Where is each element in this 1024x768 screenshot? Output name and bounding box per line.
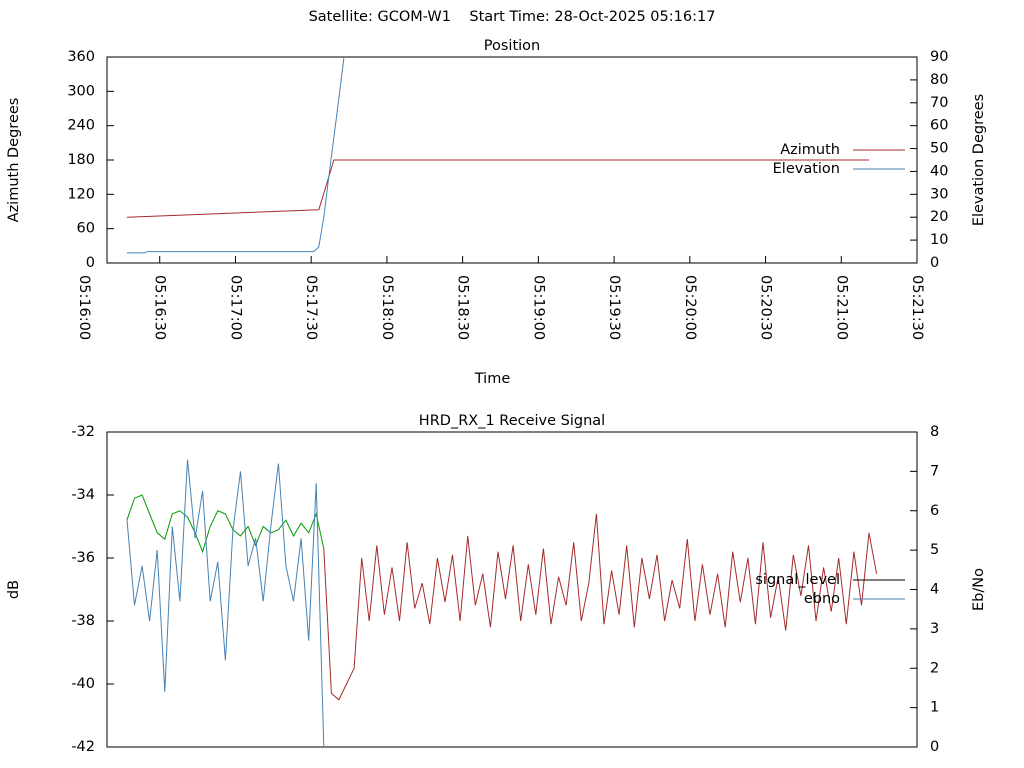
y2-tick-label: 60 [930,118,948,134]
x-tick-label: 05:17:00 [227,275,243,340]
y2-tick-label: 80 [930,72,948,88]
legend-label: ebno [804,591,840,607]
plot-frame [106,431,918,748]
y2-tick-label: 0 [930,255,939,271]
y2-axis-label: Elevation Degrees [971,94,987,226]
x-tick-label: 05:16:00 [76,275,92,340]
y2-tick-label: 90 [930,49,948,65]
series-line [323,513,878,701]
x-tick-label: 05:16:30 [152,275,168,340]
y2-tick-label: 2 [930,660,939,676]
page-title: Satellite: GCOM-W1 Start Time: 28-Oct-20… [309,9,716,25]
series-line [126,494,325,554]
y-axis-label: Azimuth Degrees [6,98,22,223]
chart-title: HRD_RX_1 Receive Signal [419,413,605,429]
x-tick-label: 05:17:30 [303,275,319,340]
y2-tick-label: 70 [930,95,948,111]
x-tick-label: 05:20:00 [682,275,698,340]
y-tick-label: 60 [77,221,95,237]
x-tick-label: 05:19:00 [530,275,546,340]
y-axis-label: dB [6,580,22,599]
y-tick-label: -36 [71,550,95,566]
series-line [126,459,325,748]
y2-tick-label: 40 [930,163,948,179]
x-tick-label: 05:18:30 [455,275,471,340]
legend-label: Elevation [773,161,840,177]
y2-tick-label: 6 [930,503,939,519]
y2-tick-label: 8 [930,424,939,440]
y-tick-label: -34 [71,487,95,503]
y-tick-label: 300 [67,83,95,99]
series-line [126,56,345,254]
legend-label: signal_level [755,572,840,588]
y2-tick-label: 1 [930,700,939,716]
y-tick-label: -38 [71,613,95,629]
y-tick-label: 360 [67,49,95,65]
y2-tick-label: 10 [930,232,948,248]
y2-tick-label: 50 [930,141,948,157]
y2-tick-label: 3 [930,621,939,637]
x-tick-label: 05:19:30 [606,275,622,340]
x-tick-label: 05:21:00 [833,275,849,340]
y-tick-label: -40 [71,676,95,692]
y-tick-label: 0 [86,255,95,271]
y2-tick-label: 4 [930,582,939,598]
y-tick-label: -32 [71,424,95,440]
y2-tick-label: 30 [930,186,948,202]
y2-tick-label: 5 [930,542,939,558]
y-tick-label: -42 [71,739,95,755]
x-axis-label: Time [474,371,511,387]
y2-tick-label: 20 [930,209,948,225]
y2-axis-label: Eb/No [971,568,987,611]
y2-tick-label: 0 [930,739,939,755]
x-tick-label: 05:21:30 [909,275,925,340]
y2-tick-label: 7 [930,463,939,479]
y-tick-label: 180 [67,152,95,168]
y-tick-label: 120 [67,186,95,202]
chart-title: Position [484,38,540,54]
legend-label: Azimuth [780,142,840,158]
x-tick-label: 05:18:00 [379,275,395,340]
y-tick-label: 240 [67,118,95,134]
x-tick-label: 05:20:30 [758,275,774,340]
series-line [126,159,869,218]
